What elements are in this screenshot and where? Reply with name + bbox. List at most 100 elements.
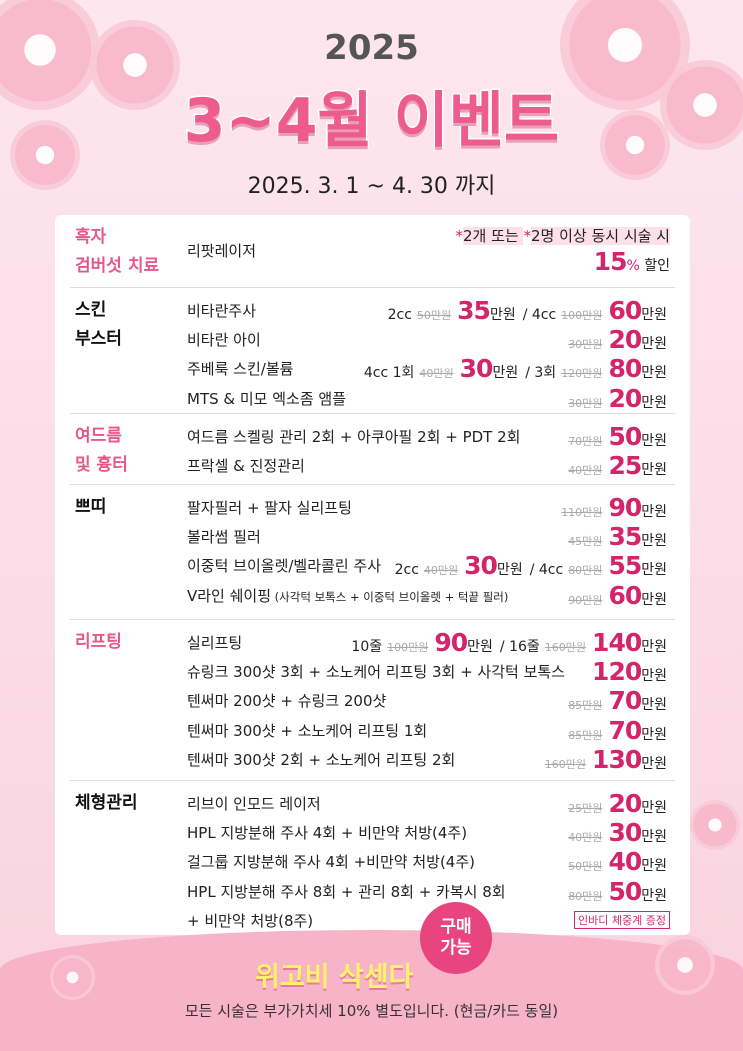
- original-price: 100만원: [387, 641, 429, 654]
- original-price: 85만원: [568, 699, 603, 713]
- original-price: 25만원: [568, 802, 603, 815]
- discount-rate: 15% 할인: [594, 247, 670, 276]
- item-name: 주베룩 스킨/볼륨: [187, 358, 360, 379]
- price-unit: 만원: [641, 462, 667, 479]
- original-price: 50만원: [568, 860, 603, 874]
- price-unit: 만원: [641, 639, 667, 655]
- sale-price: 120: [592, 657, 642, 687]
- blossom-decoration: [600, 110, 670, 180]
- price-unit: 만원: [641, 800, 667, 816]
- section-0: 흑자 검버섯 치료 리팟레이저 *2개 또는 *2명 이상 동시 시술 시 15% 할…: [70, 215, 675, 287]
- item-label: 주베룩 스킨/볼륨: [187, 360, 294, 379]
- sale-price: 35: [457, 296, 491, 325]
- price-unit: 만원: [641, 755, 667, 772]
- table-row: 팔자필러 + 팔자 실리프팅 110만원 90 만원: [187, 493, 670, 522]
- blossom-decoration: [50, 955, 95, 1000]
- original-price: 80만원: [568, 564, 603, 578]
- item-name: MTS & 미모 엑소좀 앰플: [187, 388, 563, 409]
- item-label: 이중턱 브이올렛/벨라콜린 주사: [187, 557, 381, 576]
- price-group: 4cc 1회 40만원 30 만원/ 3회 120만원 80 만원: [360, 354, 670, 383]
- event-year: 2025: [324, 28, 419, 68]
- item-name: 슈링크 300샷 3회 + 소노케어 리프팅 3회 + 사각턱 보톡스: [187, 661, 592, 682]
- price-unit: 만원: [641, 668, 667, 685]
- blossom-decoration: [655, 935, 715, 995]
- item-label: 걸그룹 지방분해 주사 4회 +비만약 처방(4주): [187, 853, 476, 872]
- price-unit: 만원: [641, 365, 667, 382]
- price-unit: 만원: [496, 562, 523, 579]
- original-price: 40만원: [423, 564, 459, 578]
- price-unit: 만원: [641, 858, 667, 875]
- item-label: + 비만약 처방(8주): [187, 911, 314, 930]
- table-row: HPL 지방분해 주사 4회 + 비만약 처방(4주) 40만원 30 만원: [187, 818, 670, 847]
- item-label: 여드름 스켈링 관리 2회 + 아쿠아필 2회 + PDT 2회: [187, 428, 521, 446]
- original-price: 160만원: [544, 641, 587, 654]
- item-label: 비타란주사: [187, 302, 257, 320]
- original-price: 30만원: [568, 396, 603, 410]
- section-3: 쁘띠 팔자필러 + 팔자 실리프팅 110만원 90 만원 볼라썸 필러 45만원 35 만원 이…: [70, 484, 675, 619]
- price-option-label: 2cc: [387, 307, 412, 323]
- blossom-decoration: [90, 20, 180, 110]
- price-group: 45만원 35 만원: [563, 522, 670, 551]
- sale-price: 70: [608, 686, 642, 716]
- price-option-label: 2cc: [394, 562, 419, 579]
- item-label: 텐써마 300샷 2회 + 소노케어 리프팅 2회: [187, 750, 456, 769]
- original-price: 160만원: [544, 757, 587, 771]
- item-label: 텐써마 300샷 + 소노케어 리프팅 1회: [187, 721, 428, 740]
- original-price: 70만원: [568, 435, 603, 448]
- price-list-card: 흑자 검버섯 치료 리팟레이저 *2개 또는 *2명 이상 동시 시술 시 15% 할…: [55, 215, 690, 935]
- item-label: 텐써마 200샷 + 슈링크 200샷: [187, 692, 387, 711]
- price-unit: 만원: [489, 307, 516, 323]
- table-row: 실리프팅 10줄 100만원 90 만원/ 16줄 160만원 140 만원: [187, 628, 670, 657]
- price-unit: 만원: [641, 591, 667, 608]
- blossom-decoration: [10, 120, 80, 190]
- sale-price: 30: [608, 818, 642, 848]
- item-label: 프락셀 & 진정관리: [187, 457, 305, 476]
- price-group: 120 만원: [592, 657, 670, 686]
- price-unit: 만원: [641, 336, 667, 353]
- sale-price: 80: [608, 354, 642, 384]
- sale-price: 55: [608, 551, 642, 581]
- price-group: 85만원 70 만원: [563, 716, 670, 745]
- original-price: 30만원: [568, 338, 603, 352]
- original-price: 90만원: [568, 593, 603, 607]
- sale-price: 40: [608, 847, 642, 877]
- table-row: 걸그룹 지방분해 주사 4회 +비만약 처방(4주) 50만원 40 만원: [187, 847, 670, 876]
- section-2: 여드름 및 흉터 여드름 스켈링 관리 2회 + 아쿠아필 2회 + PDT 2회…: [70, 413, 675, 484]
- price-group: 30만원 20 만원: [563, 325, 670, 354]
- discount-label: 할인: [639, 258, 670, 274]
- table-row: 텐써마 300샷 2회 + 소노케어 리프팅 2회 160만원 130 만원: [187, 745, 670, 774]
- item-name: 리팟레이저: [187, 240, 670, 261]
- table-row: 이중턱 브이올렛/벨라콜린 주사 2cc 40만원 30 만원/ 4cc 80만원 55 만원: [187, 551, 670, 580]
- table-row: 리팟레이저: [187, 236, 670, 265]
- price-unit: 만원: [467, 639, 493, 655]
- original-price: 85만원: [568, 728, 603, 742]
- table-row: 비타란주사 2cc 50만원 35 만원/ 4cc 100만원 60 만원: [187, 296, 670, 325]
- sale-price: 140: [592, 628, 642, 657]
- original-price: 50만원: [416, 309, 452, 322]
- item-label: HPL 지방분해 주사 4회 + 비만약 처방(4주): [187, 824, 468, 843]
- price-option-label: / 4cc: [529, 562, 564, 579]
- section-4: 리프팅 실리프팅 10줄 100만원 90 만원/ 16줄 160만원 140 만원 슈링크 30…: [70, 619, 675, 780]
- original-price: 45만원: [568, 535, 603, 549]
- promo-text: 위고비 삭센다: [255, 962, 414, 993]
- price-option-label: 10줄: [351, 639, 383, 655]
- price-group: 70만원 50 만원: [563, 422, 670, 451]
- price-group: 50만원 40 만원: [563, 847, 670, 876]
- table-row: 볼라썸 필러 45만원 35 만원: [187, 522, 670, 551]
- price-unit: 만원: [641, 533, 667, 550]
- price-option-label: / 3회: [525, 365, 557, 382]
- purchase-available-badge: 구매 가능: [420, 902, 492, 974]
- item-note: (사각턱 보톡스 + 이중턱 브이올렛 + 턱끝 필러): [271, 589, 509, 604]
- sale-price: 30: [459, 354, 494, 384]
- original-price: 80만원: [568, 889, 603, 903]
- item-name: HPL 지방분해 주사 4회 + 비만약 처방(4주): [187, 822, 563, 843]
- item-label: 팔자필러 + 팔자 실리프팅: [187, 499, 352, 517]
- price-option-label: / 4cc: [522, 307, 557, 323]
- item-label: 비타란 아이: [187, 331, 261, 350]
- original-price: 40만원: [568, 831, 603, 845]
- table-row: HPL 지방분해 주사 8회 + 관리 8회 + 카복시 8회 80만원 50 만원: [187, 877, 670, 906]
- category-label: 스킨 부스터: [75, 300, 122, 349]
- item-name: 비타란주사: [187, 300, 384, 321]
- sale-price: 20: [608, 383, 642, 413]
- sale-price: 50: [608, 422, 642, 451]
